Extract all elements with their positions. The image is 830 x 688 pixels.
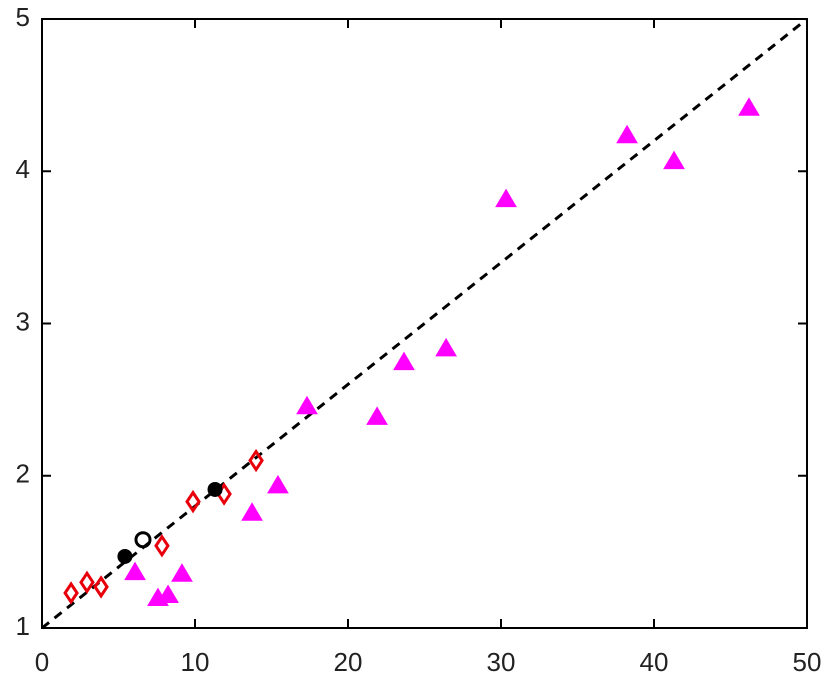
y-tick-label: 4	[16, 154, 30, 184]
point	[185, 489, 201, 514]
point	[738, 97, 760, 116]
y-tick-label: 3	[16, 306, 30, 336]
point	[171, 563, 193, 582]
point	[495, 188, 517, 208]
point	[154, 534, 170, 558]
point	[296, 395, 318, 415]
point	[267, 474, 289, 494]
point	[393, 351, 415, 371]
point	[134, 531, 152, 549]
x-tick-label: 50	[793, 647, 822, 677]
point	[117, 548, 133, 564]
reference-line	[41, 17, 808, 630]
y-tick-label: 2	[16, 459, 30, 489]
x-tick-label: 40	[640, 647, 669, 677]
point	[248, 448, 264, 473]
x-tick-label: 20	[334, 647, 363, 677]
point	[241, 502, 263, 521]
point	[207, 481, 223, 497]
x-tick-label: 30	[487, 647, 516, 677]
point	[79, 570, 95, 595]
point	[63, 581, 79, 605]
x-tick-label: 10	[181, 647, 210, 677]
point	[663, 150, 685, 170]
point	[93, 575, 109, 599]
y-tick-label: 1	[16, 611, 30, 641]
point	[157, 584, 179, 604]
point	[616, 124, 638, 144]
y-tick-label: 5	[16, 2, 30, 32]
point	[435, 337, 457, 357]
point	[366, 406, 388, 425]
point	[124, 561, 146, 581]
x-tick-label: 0	[35, 647, 49, 677]
